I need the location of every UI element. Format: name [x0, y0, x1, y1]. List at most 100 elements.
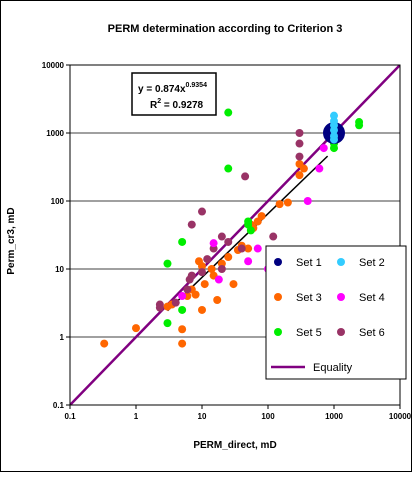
set-5-point: [163, 319, 172, 328]
set-6-point: [217, 232, 226, 241]
set-6-legend-label: Set 6: [359, 327, 385, 339]
x-tick-label: 0.1: [64, 412, 76, 421]
set-6-point: [217, 265, 226, 273]
set-2-point: [330, 126, 338, 135]
equation-line-2: R2 = 0.9278: [150, 98, 204, 111]
set-2-point: [330, 135, 338, 144]
x-tick-label: 100: [261, 412, 275, 421]
set-6-point: [241, 172, 250, 181]
set-6-point: [187, 271, 196, 280]
y-axis-label: Perm_cr3, mD: [6, 207, 17, 274]
set-3-point: [200, 280, 209, 289]
set-6-point: [198, 207, 206, 216]
set-4-point: [253, 244, 262, 253]
set-6-point: [203, 255, 212, 264]
set-6-legend-marker: [337, 328, 345, 336]
x-tick-label: 10: [198, 412, 207, 421]
set-4-point: [319, 144, 328, 153]
set-5-point: [178, 237, 187, 246]
y-tick-label: 0.1: [53, 401, 65, 410]
equation-box-border: [131, 72, 217, 116]
set-6-point: [171, 298, 180, 307]
chart-title: PERM determination according to Criterio…: [108, 23, 343, 35]
set-3-point: [257, 212, 266, 221]
fit-lines: [70, 65, 400, 405]
axis-ticks: 0.1 1 10 100 1000 10000 0.1 1 10 100 1000 10000: [42, 61, 412, 421]
set-3-point: [299, 164, 308, 173]
set-5-point: [224, 108, 233, 117]
x-tick-label: 10000: [389, 412, 412, 421]
set-4-point: [303, 197, 312, 205]
set-4-point: [315, 164, 324, 173]
set-4-point: [214, 275, 223, 284]
set-3-point: [198, 305, 206, 314]
set-3-point: [244, 244, 253, 253]
set-1-legend-label: Set 1: [296, 257, 322, 269]
set-6-point: [295, 139, 304, 148]
legend: Set 1 Set 2 Set 3 Set 4 Set 5 Set 6 Equality: [265, 245, 407, 380]
set-3-point: [100, 339, 109, 348]
set-4-point: [178, 292, 187, 301]
x-tick-label: 1000: [325, 412, 343, 421]
set-3-point: [283, 198, 292, 207]
set-4-legend-marker: [337, 293, 345, 301]
set-3-point: [224, 253, 233, 262]
set-3-point: [178, 339, 187, 348]
set-5-point: [355, 118, 364, 127]
set-6-point: [155, 303, 164, 312]
y-tick-label: 10: [55, 265, 64, 274]
set-6-point: [237, 244, 246, 253]
set-3-point: [178, 325, 187, 334]
r2-value: = 0.9278: [161, 100, 203, 111]
set-3-point: [207, 265, 216, 273]
set-6-point: [295, 129, 304, 137]
set-2-legend-label: Set 2: [359, 257, 385, 269]
set-5-legend-label: Set 5: [296, 327, 322, 339]
equation-exponent: 0.9354: [186, 82, 208, 89]
legend-box: [265, 245, 407, 380]
plot-area-border: [69, 64, 401, 406]
equality-legend-label: Equality: [313, 362, 353, 374]
set-6-point: [269, 232, 278, 241]
set-6-point: [187, 220, 196, 229]
set-6-point: [295, 152, 304, 161]
y-tick-label: 10000: [42, 61, 65, 70]
set-6-point: [183, 285, 192, 294]
set-6-point: [198, 268, 206, 277]
set-5-legend-marker: [274, 328, 282, 336]
set-3-point: [229, 280, 238, 289]
set-4-legend-label: Set 4: [359, 292, 385, 304]
trendline: [166, 155, 329, 312]
x-axis-label: PERM_direct, mD: [193, 440, 276, 451]
set-3-point: [275, 200, 284, 209]
y-tick-label: 100: [51, 197, 65, 206]
equation-base: y = 0.874x: [138, 84, 186, 95]
set-3-point: [132, 324, 140, 333]
y-tick-label: 1: [60, 333, 65, 342]
set-4-point: [209, 239, 218, 248]
set-3-point: [191, 290, 200, 299]
equality-line: [70, 65, 400, 405]
set-1-legend-marker: [274, 258, 282, 266]
y-tick-label: 1000: [46, 129, 64, 138]
set-5-point: [178, 305, 187, 314]
set-3-point: [213, 296, 222, 305]
r2-exponent: 2: [157, 98, 161, 105]
set-5-point: [163, 259, 172, 268]
x-tick-label: 1: [134, 412, 139, 421]
set-2-legend-marker: [337, 258, 345, 266]
set-6-point: [224, 237, 233, 246]
set-3-legend-label: Set 3: [296, 292, 322, 304]
data-points: [100, 108, 364, 348]
set-4-point: [244, 257, 253, 266]
set-3-point: [198, 262, 206, 271]
set-5-point: [224, 164, 233, 173]
equation-line-1: y = 0.874x0.9354: [138, 82, 207, 95]
equation-box: y = 0.874x0.9354 R2 = 0.9278: [131, 72, 217, 116]
set-3-legend-marker: [274, 293, 282, 301]
r2-prefix: R: [150, 100, 158, 111]
set-3-point: [295, 171, 304, 180]
set-5-point: [330, 144, 338, 153]
